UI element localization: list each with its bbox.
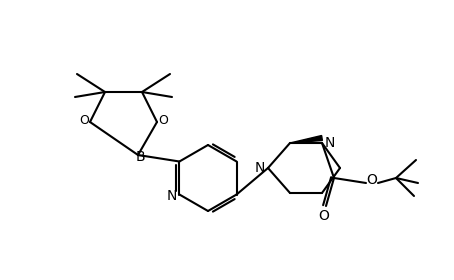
Text: O: O xyxy=(158,113,168,127)
Text: N: N xyxy=(325,136,335,150)
Text: O: O xyxy=(319,209,330,223)
Text: O: O xyxy=(79,113,89,127)
Text: O: O xyxy=(366,173,377,187)
Text: N: N xyxy=(255,161,265,175)
Polygon shape xyxy=(290,136,322,143)
Text: B: B xyxy=(135,150,145,164)
Text: N: N xyxy=(166,190,177,204)
